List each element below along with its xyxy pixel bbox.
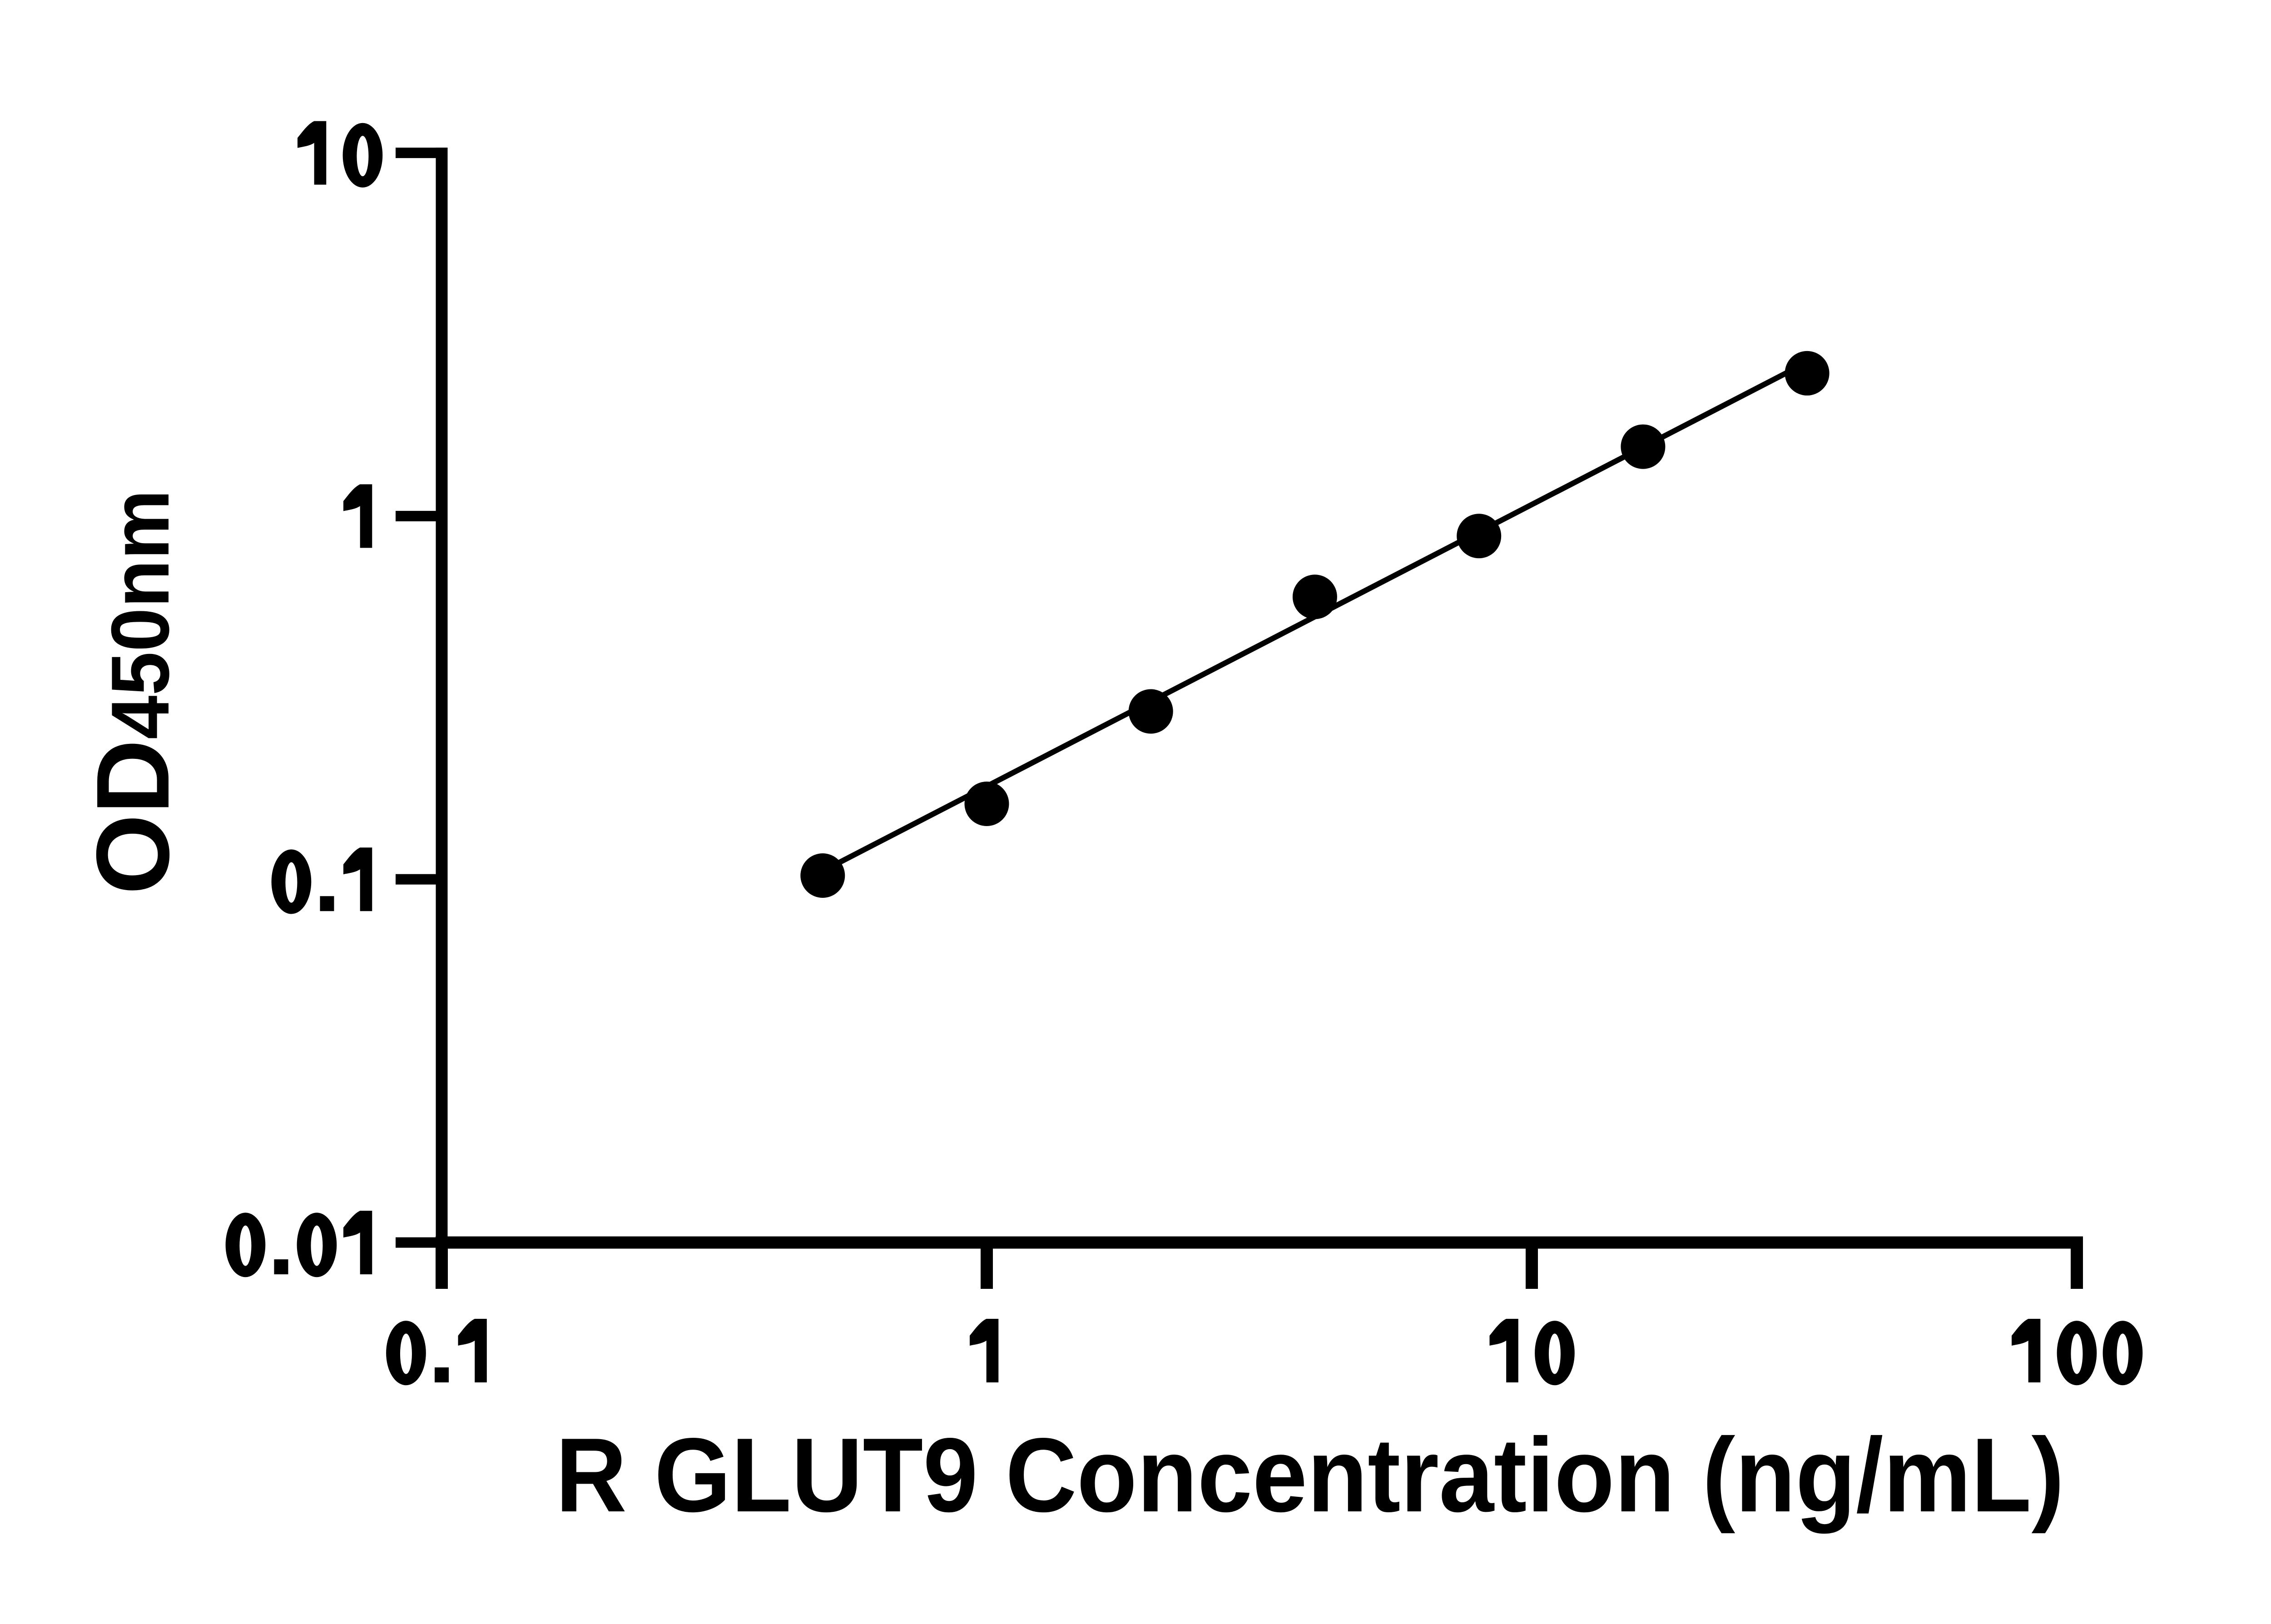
- svg-text:R GLUT9 Concentration (ng/mL): R GLUT9 Concentration (ng/mL): [555, 1416, 2064, 1534]
- svg-text:OD450nm: OD450nm: [75, 490, 191, 895]
